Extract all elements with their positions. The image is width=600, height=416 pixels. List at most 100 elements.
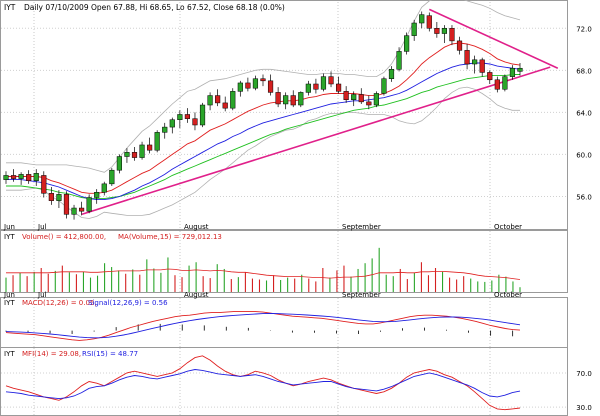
mfi-rsi-lines [5,355,521,411]
candle-body-35 [267,80,274,93]
trendline-0 [81,66,551,216]
candle-body-16 [124,152,130,157]
candle-body-9 [71,207,77,215]
candle-body-39 [298,92,304,106]
trendlines [81,8,559,216]
volume-label: Volume() = 412,800.00, [22,233,106,241]
candle-body-43 [328,76,334,85]
candle-body-32 [245,82,251,89]
price-panel [0,0,568,230]
candle-body-2 [18,174,24,179]
rsi-line [5,369,521,400]
volume-bars [5,247,521,292]
volume-symbol: IYT [4,233,15,241]
candle-body-34 [260,78,266,82]
price-tick-label-1: 68.0 [576,67,592,75]
candle-body-59 [449,28,455,42]
volume-ma-line [6,268,521,280]
symbol-label: IYT [4,3,16,12]
month-label-jun: Jun [3,223,15,231]
vol-month-october: October [494,291,522,299]
candle-body-45 [343,91,349,101]
candle-body-65 [494,79,500,90]
bollinger-bands [6,0,521,219]
candle-body-26 [199,104,206,126]
vol-month-jun: Jun [3,291,15,299]
month-label-august: August [184,223,209,231]
candle-body-36 [275,92,281,105]
mfi-line [5,355,521,411]
candle-body-56 [426,15,432,29]
candle-body-3 [26,174,32,181]
bollinger-upper [6,0,521,173]
candle-body-68 [517,67,523,72]
candle-body-61 [464,50,470,65]
candle-body-29 [222,102,228,109]
candle-body-10 [78,207,85,212]
macd-lines [5,311,521,341]
month-label-october: October [494,223,522,231]
vol-month-jul: Jul [37,291,47,299]
price-grid [1,27,567,197]
macd-label: MACD(12,26) = 0.05, [22,299,97,307]
macd-signal-line [5,313,521,339]
mfi-label: MFI(14) = 29.08, [22,350,81,358]
volume-ma-series [6,268,521,280]
trendline-1 [428,8,559,69]
candle-body-64 [487,72,493,81]
vol-month-september: September [342,291,381,299]
candle-body-51 [388,69,395,79]
candle-body-41 [313,83,319,90]
candle-body-63 [479,59,485,73]
candle-body-6 [48,193,54,201]
mfi-tick-label-0: 70.0 [576,370,592,378]
volume-ma-label: MA(Volume,15) = 729,012.13 [118,233,222,241]
candle-body-54 [411,22,417,36]
price-tick-label-2: 64.0 [576,109,592,117]
candle-body-40 [305,83,311,93]
candle-body-57 [434,28,440,34]
candlesticks [3,11,523,220]
candle-body-46 [351,94,357,101]
candle-body-11 [86,197,92,212]
candle-body-44 [335,83,342,92]
macd-line [5,311,521,341]
month-label-jul: Jul [37,223,47,231]
price-y-axis: 72.0 68.0 64.0 60.0 56.0 [576,25,592,201]
candle-body-33 [252,78,259,89]
candle-body-13 [101,183,107,193]
candle-body-8 [63,194,70,215]
candle-body-21 [162,126,168,133]
month-labels-volume: Jun Jul August September October [3,291,522,299]
candle-body-48 [366,101,372,106]
candle-body-66 [502,76,508,90]
mfi-y-axis: 70.0 30.0 [576,370,592,412]
macd-signal-label: Signal(12,26,9) = 0.56 [88,299,168,307]
candle-body-4 [33,173,39,181]
candle-body-12 [94,192,100,198]
candle-body-62 [472,59,478,65]
candle-body-14 [109,169,115,185]
mfi-grid [1,372,567,408]
candle-body-31 [237,82,243,92]
candle-body-19 [147,144,153,151]
mfi-panel [0,347,568,416]
candle-body-58 [441,28,448,34]
candle-body-28 [215,95,221,104]
candle-body-42 [320,76,327,90]
ma-red-line [6,42,521,194]
rsi-label: RSI(15) = 48.77 [82,350,138,358]
candle-body-20 [154,132,160,151]
candle-body-7 [56,194,62,201]
candle-body-55 [419,14,425,24]
volume-panel [0,230,568,293]
candle-body-49 [373,93,379,106]
mfi-tick-label-1: 30.0 [576,404,592,412]
candle-body-5 [41,175,47,194]
price-tick-label-3: 60.0 [576,151,592,159]
macd-symbol: IYT [4,299,15,307]
candle-body-37 [283,95,289,105]
price-tick-label-0: 72.0 [576,25,592,33]
candle-body-15 [116,156,122,171]
